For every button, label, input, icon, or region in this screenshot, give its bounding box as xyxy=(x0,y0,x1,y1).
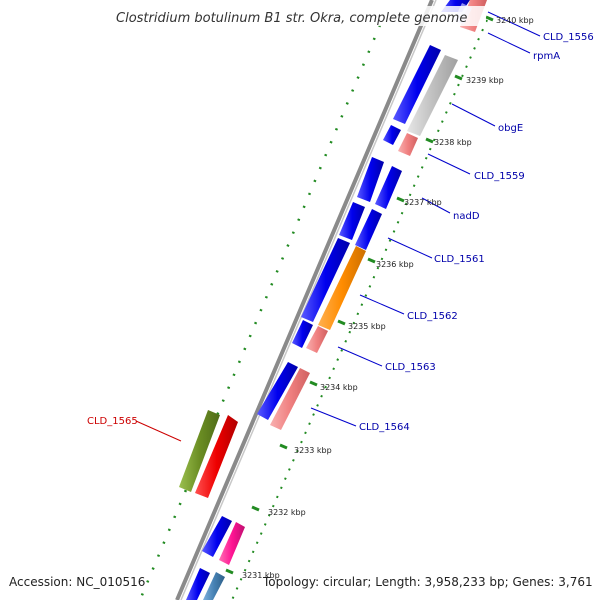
genome-backbone-highlight xyxy=(180,0,437,600)
tick-label: 3235 kbp xyxy=(348,322,386,331)
gene-block[interactable] xyxy=(398,133,418,156)
leader-lines xyxy=(135,11,541,442)
title-backing xyxy=(112,6,486,26)
gene-block[interactable] xyxy=(292,320,313,348)
gene-block[interactable] xyxy=(306,326,328,353)
tick-label: 3232 kbp xyxy=(268,508,306,517)
gene-block[interactable] xyxy=(301,238,350,322)
genes-far-strand xyxy=(179,410,238,498)
gene-block[interactable] xyxy=(270,368,310,430)
genes-inner-strand xyxy=(186,0,470,600)
gene-label-cld-1559[interactable]: CLD_1559 xyxy=(474,171,525,182)
gene-label-cld-1556[interactable]: CLD_1556 xyxy=(543,32,594,43)
gene-label-cld-1561[interactable]: CLD_1561 xyxy=(434,254,485,265)
accession-text: Accession: NC_010516 xyxy=(9,575,145,589)
gene-block[interactable] xyxy=(203,572,225,600)
tick-label: 3240 kbp xyxy=(496,16,534,25)
gene-block[interactable] xyxy=(375,166,402,209)
gene-label-cld-1562[interactable]: CLD_1562 xyxy=(407,311,458,322)
gene-label-cld-1565[interactable]: CLD_1565 xyxy=(87,416,138,427)
gene-block[interactable] xyxy=(355,209,382,250)
gene-block[interactable] xyxy=(202,516,232,557)
gene-label-cld-1563[interactable]: CLD_1563 xyxy=(385,362,436,373)
tick-label: 3233 kbp xyxy=(294,446,332,455)
tick-marks xyxy=(225,15,494,575)
gene-label-cld-1564[interactable]: CLD_1564 xyxy=(359,422,410,433)
genes-outer-strand xyxy=(203,0,487,600)
gene-block[interactable] xyxy=(393,45,441,124)
tick-label: 3238 kbp xyxy=(434,138,472,147)
gene-block[interactable] xyxy=(186,568,210,600)
gene-label-rpma[interactable]: rpmA xyxy=(533,51,560,62)
gene-block[interactable] xyxy=(383,125,401,145)
gene-block[interactable] xyxy=(219,522,245,565)
gene-block[interactable] xyxy=(407,55,458,136)
gene-label-nadd[interactable]: nadD xyxy=(453,211,480,222)
gene-block[interactable] xyxy=(195,415,238,498)
map-title: Clostridium botulinum B1 str. Okra, comp… xyxy=(116,11,467,26)
tick-label: 3237 kbp xyxy=(404,198,442,207)
tick-label: 3234 kbp xyxy=(320,383,358,392)
gene-block[interactable] xyxy=(357,157,384,202)
genome-backbone xyxy=(175,0,434,600)
gene-label-obge[interactable]: obgE xyxy=(498,123,523,134)
tick-label: 3236 kbp xyxy=(376,260,414,269)
gene-block[interactable] xyxy=(179,410,220,492)
gene-block[interactable] xyxy=(318,246,366,330)
gene-block[interactable] xyxy=(339,202,365,240)
tick-label: 3231 kbp xyxy=(242,571,280,580)
tick-label: 3239 kbp xyxy=(466,76,504,85)
gene-block[interactable] xyxy=(257,362,298,420)
genome-stats-text: Topology: circular; Length: 3,958,233 bp… xyxy=(262,575,593,589)
outer-dotted-ring xyxy=(138,24,382,600)
